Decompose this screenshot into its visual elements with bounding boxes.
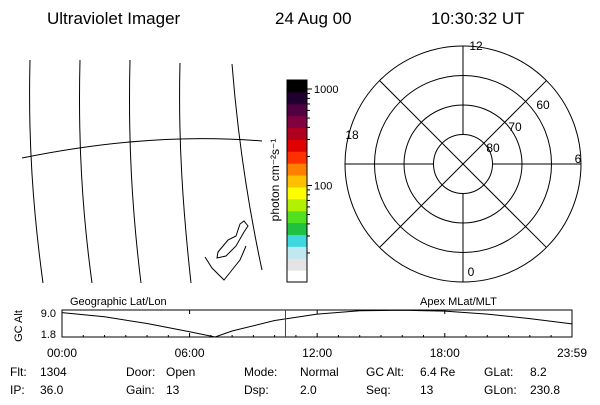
colorbar-swatch bbox=[287, 163, 307, 176]
polar-lat-label: 70 bbox=[508, 120, 522, 134]
colorbar-swatch bbox=[287, 115, 307, 129]
colorbar-frame bbox=[286, 79, 308, 283]
colorbar-swatch bbox=[287, 258, 307, 271]
polar-lat-label: 80 bbox=[486, 141, 500, 155]
timeline-x-tick-label: 06:00 bbox=[175, 346, 205, 360]
colorbar-swatch bbox=[287, 198, 307, 212]
footer-value: 13 bbox=[420, 383, 434, 397]
polar-diagonal bbox=[379, 80, 547, 248]
footer-value: 8.2 bbox=[530, 365, 547, 379]
date-label: 24 Aug 00 bbox=[275, 9, 352, 28]
longitude-line bbox=[129, 59, 142, 284]
colorbar-swatch bbox=[287, 210, 307, 224]
timeline-x-tick-label: 00:00 bbox=[47, 346, 77, 360]
colorbar-swatch bbox=[287, 103, 307, 117]
footer-label: GC Alt: bbox=[366, 365, 404, 379]
polar-lat-label: 60 bbox=[536, 98, 550, 112]
latitude-line bbox=[21, 138, 263, 159]
footer-label: Door: bbox=[126, 365, 155, 379]
polar-mlt-label: 6 bbox=[575, 152, 582, 166]
colorbar-swatch bbox=[287, 80, 307, 93]
footer-value: 230.8 bbox=[530, 383, 560, 397]
footer-label: Seq: bbox=[366, 383, 391, 397]
altitude-timeline: Geographic Lat/Lon Apex MLat/MLT GC Alt … bbox=[13, 296, 587, 360]
timeline-x-tick-label: 18:00 bbox=[430, 346, 460, 360]
longitude-line bbox=[179, 62, 192, 284]
timeline-left-title: Geographic Lat/Lon bbox=[70, 296, 167, 308]
colorbar-swatch bbox=[287, 186, 307, 200]
colorbar-swatch bbox=[287, 91, 307, 105]
timeline-y-label: GC Alt bbox=[13, 310, 25, 342]
footer-value: Open bbox=[166, 365, 195, 379]
longitude-line bbox=[231, 63, 263, 271]
footer-info: Flt: 1304 Door: Open Mode: Normal GC Alt: 6.4 R… bbox=[10, 365, 560, 397]
footer-label: GLon: bbox=[484, 383, 517, 397]
coastline bbox=[216, 220, 249, 259]
footer-value: 2.0 bbox=[300, 383, 317, 397]
y-tick-top: 9.0 bbox=[41, 308, 56, 320]
footer-label: Dsp: bbox=[244, 383, 269, 397]
footer-label: IP: bbox=[10, 383, 25, 397]
polar-mlt-label: 12 bbox=[469, 39, 483, 53]
colorbar-swatch bbox=[287, 246, 307, 259]
instrument-title: Ultraviolet Imager bbox=[47, 9, 181, 28]
footer-value: 1304 bbox=[40, 365, 67, 379]
y-tick-bottom: 1.8 bbox=[41, 329, 56, 341]
colorbar-swatch bbox=[287, 234, 307, 247]
coastline bbox=[204, 245, 247, 281]
colorbar-unit-label: photon cm⁻²s⁻¹ bbox=[268, 139, 282, 222]
timeline-right-title: Apex MLat/MLT bbox=[420, 296, 497, 308]
colorbar-swatch bbox=[287, 175, 307, 188]
longitude-line bbox=[29, 59, 44, 284]
geographic-map bbox=[21, 59, 263, 284]
footer-value: 36.0 bbox=[40, 383, 64, 397]
colorbar-tick-label: 100 bbox=[314, 181, 332, 193]
colorbar-swatch bbox=[287, 270, 307, 283]
polar-mlt-label: 18 bbox=[345, 128, 359, 142]
footer-label: Gain: bbox=[126, 383, 155, 397]
footer-label: Mode: bbox=[244, 365, 277, 379]
footer-label: Flt: bbox=[10, 365, 27, 379]
footer-label: GLat: bbox=[484, 365, 513, 379]
time-label: 10:30:32 UT bbox=[431, 9, 525, 28]
colorbar-swatch bbox=[287, 151, 307, 164]
longitude-line bbox=[79, 59, 93, 284]
colorbar-swatch bbox=[287, 222, 307, 235]
timeline-x-tick-label: 12:00 bbox=[302, 346, 332, 360]
footer-value: Normal bbox=[300, 365, 339, 379]
colorbar-swatch bbox=[287, 139, 307, 152]
footer-value: 6.4 Re bbox=[420, 365, 456, 379]
timeline-x-tick-label: 23:59 bbox=[557, 346, 587, 360]
polar-mlt-label: 0 bbox=[468, 265, 475, 279]
colorbar-swatch bbox=[287, 127, 307, 140]
timeline-x-ticks: 00:00 06:00 12:00 18:00 23:59 bbox=[47, 310, 587, 360]
footer-value: 13 bbox=[166, 383, 180, 397]
altitude-curve bbox=[61, 309, 573, 338]
colorbar: 1000 100 bbox=[286, 79, 338, 283]
colorbar-tick-label: 1000 bbox=[314, 84, 338, 96]
